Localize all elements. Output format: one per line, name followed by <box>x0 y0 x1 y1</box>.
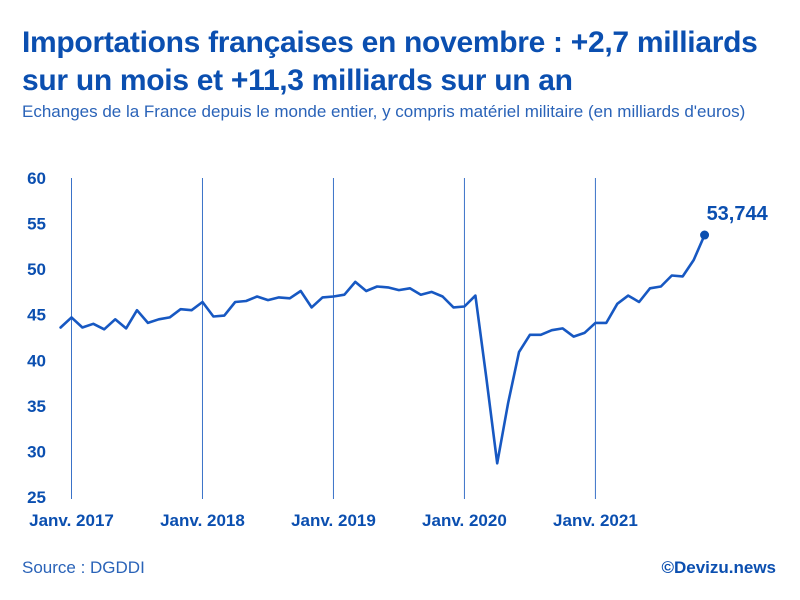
x-tick-label: Janv. 2021 <box>553 511 638 530</box>
y-tick-label: 60 <box>27 169 46 188</box>
y-tick-label: 30 <box>27 442 46 461</box>
last-point-marker <box>700 230 710 240</box>
y-tick-label: 40 <box>27 351 46 370</box>
series <box>59 233 706 465</box>
series-line <box>59 233 706 465</box>
x-tick-label: Janv. 2018 <box>160 511 245 530</box>
y-tick-label: 45 <box>27 306 46 325</box>
y-tick-label: 35 <box>27 397 46 416</box>
chart-title: Importations françaises en novembre : +2… <box>22 26 758 97</box>
y-tick-label: 25 <box>27 488 46 507</box>
y-tick-label: 55 <box>27 215 46 234</box>
y-tick-label: 50 <box>27 260 46 279</box>
annotations: 53,744 <box>700 203 769 240</box>
x-tick-label: Janv. 2017 <box>29 511 114 530</box>
gridlines <box>71 178 596 499</box>
credit-link[interactable]: ©Devizu.news <box>661 558 776 577</box>
chart-subtitle: Echanges de la France depuis le monde en… <box>22 102 746 121</box>
y-axis-ticks: 60 55 50 45 40 35 30 25 <box>27 169 46 507</box>
source-note: Source : DGDDI <box>22 558 145 577</box>
x-tick-label: Janv. 2019 <box>291 511 376 530</box>
x-tick-label: Janv. 2020 <box>422 511 507 530</box>
last-value-label: 53,744 <box>707 203 769 225</box>
x-axis-ticks: Janv. 2017 Janv. 2018 Janv. 2019 Janv. 2020… <box>29 511 638 530</box>
